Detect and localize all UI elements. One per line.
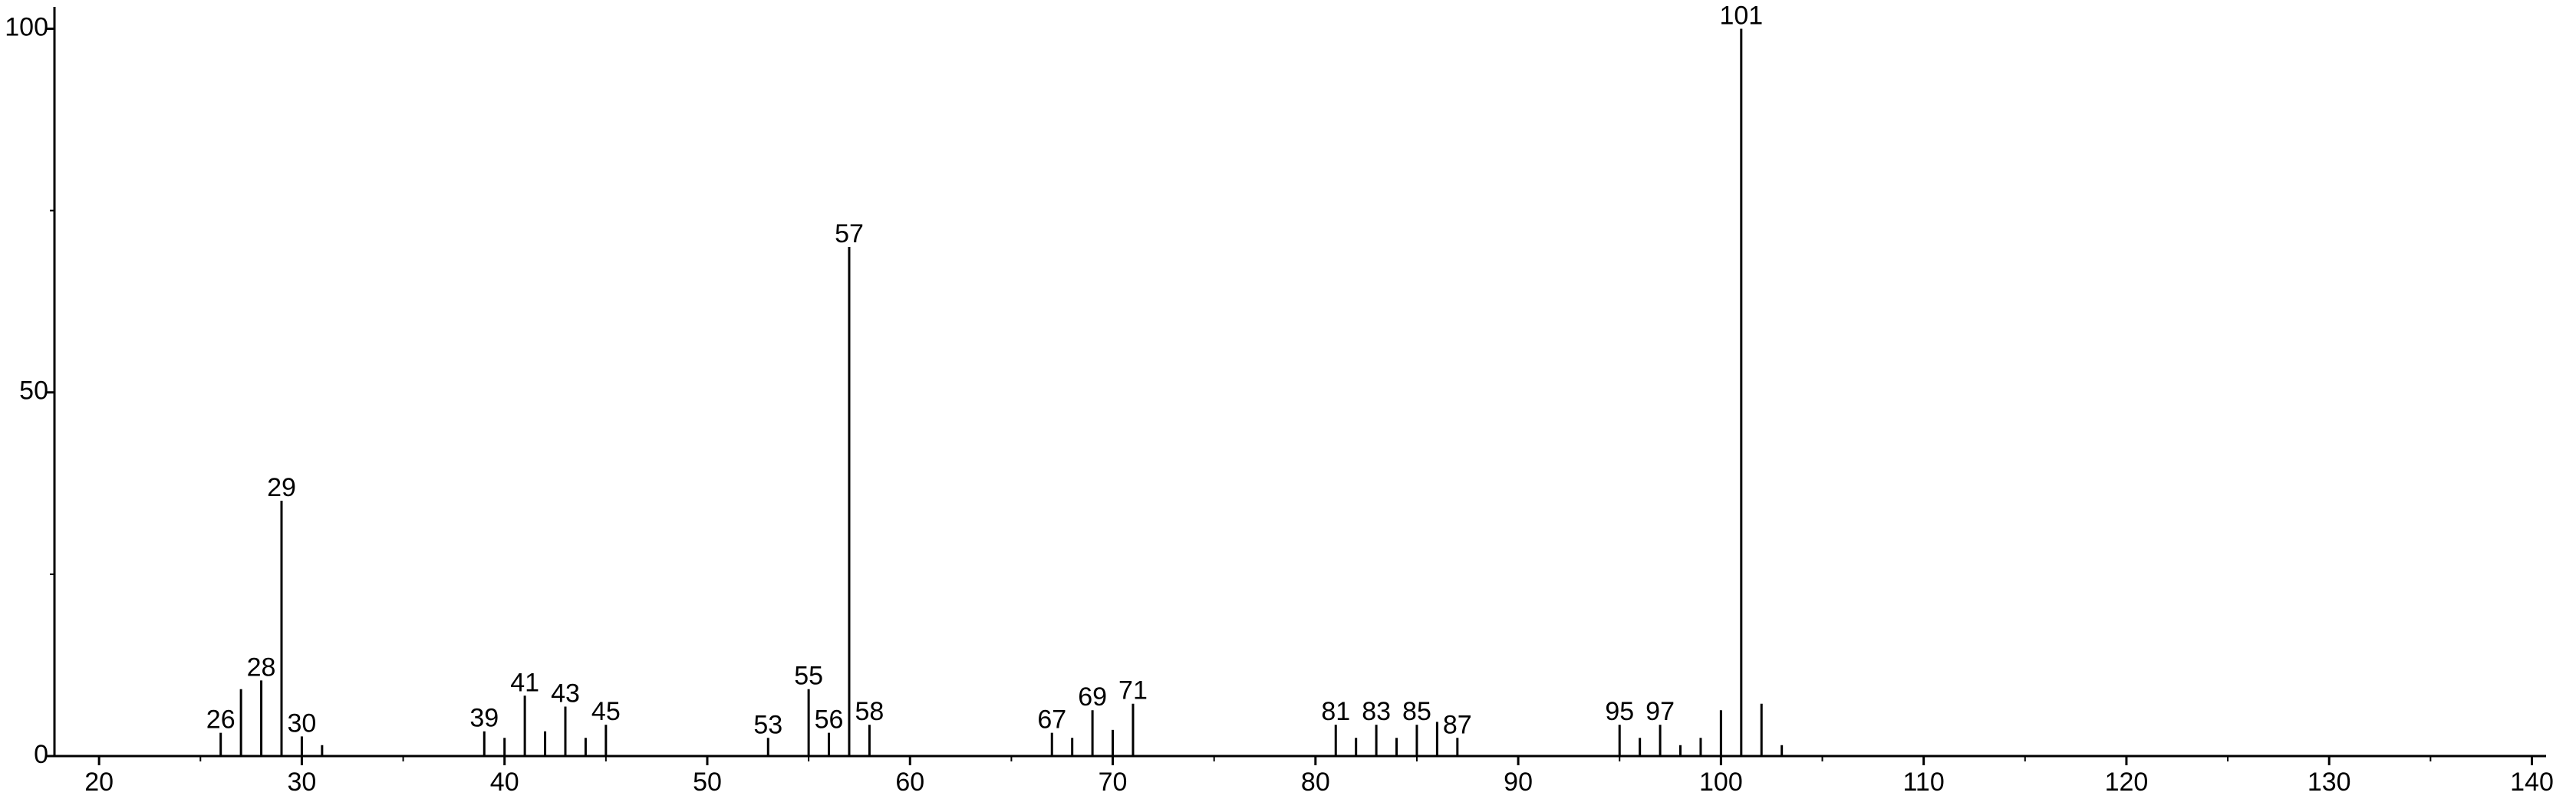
peak-label: 45 [591,697,621,726]
peak-label: 55 [794,662,823,691]
x-tick-label: 50 [693,768,722,797]
peak-label: 58 [855,697,884,726]
x-tick-label: 120 [2105,768,2149,797]
peak-label: 30 [288,709,317,738]
peak-label: 71 [1118,676,1148,705]
peak-label: 41 [510,668,539,697]
peak-label: 56 [815,705,844,735]
peak-label: 97 [1645,697,1675,726]
x-tick-label: 70 [1099,768,1128,797]
peak-label: 26 [206,705,236,735]
x-tick-label: 20 [84,768,114,797]
x-tick-label: 140 [2510,768,2554,797]
peak-label: 81 [1321,697,1350,726]
x-tick-label: 90 [1504,768,1533,797]
peak-label: 83 [1362,697,1391,726]
y-tick-label: 50 [19,376,48,406]
x-tick-label: 80 [1301,768,1330,797]
peak-label: 69 [1078,682,1107,712]
peak-label: 87 [1443,710,1472,739]
peak-label: 67 [1037,705,1066,735]
y-tick-label: 0 [34,740,48,769]
x-tick-label: 110 [1903,768,1945,797]
peak-label: 95 [1605,697,1634,726]
peak-label: 85 [1402,697,1431,726]
peak-label: 53 [753,710,782,739]
peak-label: 101 [1719,1,1763,30]
x-tick-label: 30 [288,768,317,797]
peak-label: 39 [469,704,499,733]
y-tick-label: 100 [5,12,48,41]
x-tick-label: 40 [490,768,519,797]
peak-label: 29 [267,473,296,502]
peak-label: 28 [247,653,276,682]
x-tick-label: 100 [1699,768,1743,797]
peak-label: 43 [551,679,580,708]
x-tick-label: 130 [2308,768,2351,797]
x-tick-label: 60 [895,768,924,797]
peak-label: 57 [835,219,864,248]
